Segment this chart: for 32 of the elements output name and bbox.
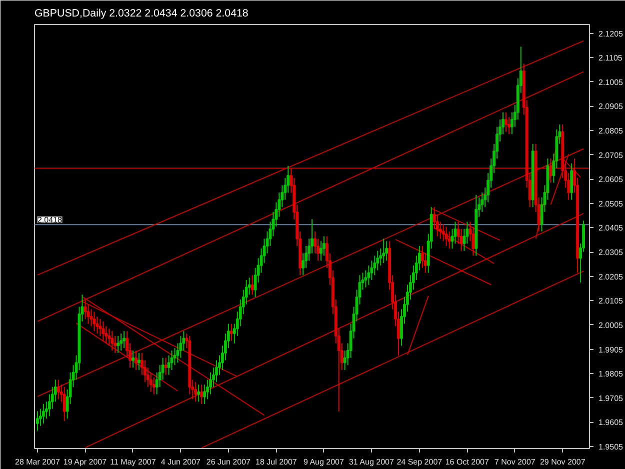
- y-tick-label: 2.0605: [598, 175, 624, 184]
- x-tick-label: 26 Jun 2007: [206, 458, 252, 466]
- x-tick-label: 16 Oct 2007: [445, 458, 490, 466]
- y-tick-label: 1.9505: [598, 442, 624, 452]
- chart-title: GBPUSD,Daily 2.0322 2.0434 2.0306 2.0418: [34, 8, 248, 20]
- y-tick-label: 1.9805: [598, 370, 624, 379]
- ref-line-label: 2.0418: [37, 216, 63, 225]
- y-tick-label: 2.1105: [598, 54, 623, 63]
- x-tick-label: 28 Mar 2007: [15, 458, 60, 466]
- y-tick-label: 2.0005: [598, 320, 624, 330]
- x-tick-label: 24 Sep 2007: [396, 458, 443, 466]
- y-tick-label: 2.1205: [598, 29, 624, 38]
- y-tick-label: 2.0205: [598, 272, 624, 282]
- y-tick-label: 2.0105: [598, 296, 624, 306]
- y-tick-label: 1.9705: [598, 394, 624, 403]
- x-tick-label: 19 Apr 2007: [63, 458, 108, 466]
- x-tick-label: 11 May 2007: [110, 458, 156, 466]
- y-tick-label: 2.1005: [598, 78, 624, 87]
- x-tick-label: 29 Nov 2007: [540, 458, 586, 466]
- x-tick-label: 7 Nov 2007: [494, 458, 536, 466]
- y-tick-label: 1.9605: [598, 418, 624, 428]
- y-tick-label: 2.0905: [598, 102, 624, 112]
- y-tick-label: 2.0805: [598, 126, 624, 136]
- y-tick-label: 2.0305: [598, 248, 624, 258]
- x-tick-label: 9 Aug 2007: [303, 458, 345, 466]
- y-tick-label: 1.9905: [598, 345, 624, 354]
- y-tick-label: 2.0705: [598, 150, 624, 160]
- y-tick-label: 2.0505: [598, 199, 624, 208]
- x-tick-label: 31 Aug 2007: [348, 458, 394, 466]
- y-tick-label: 2.0405: [598, 224, 624, 233]
- x-tick-label: 18 Jul 2007: [256, 458, 298, 466]
- x-tick-label: 4 Jun 2007: [160, 458, 202, 466]
